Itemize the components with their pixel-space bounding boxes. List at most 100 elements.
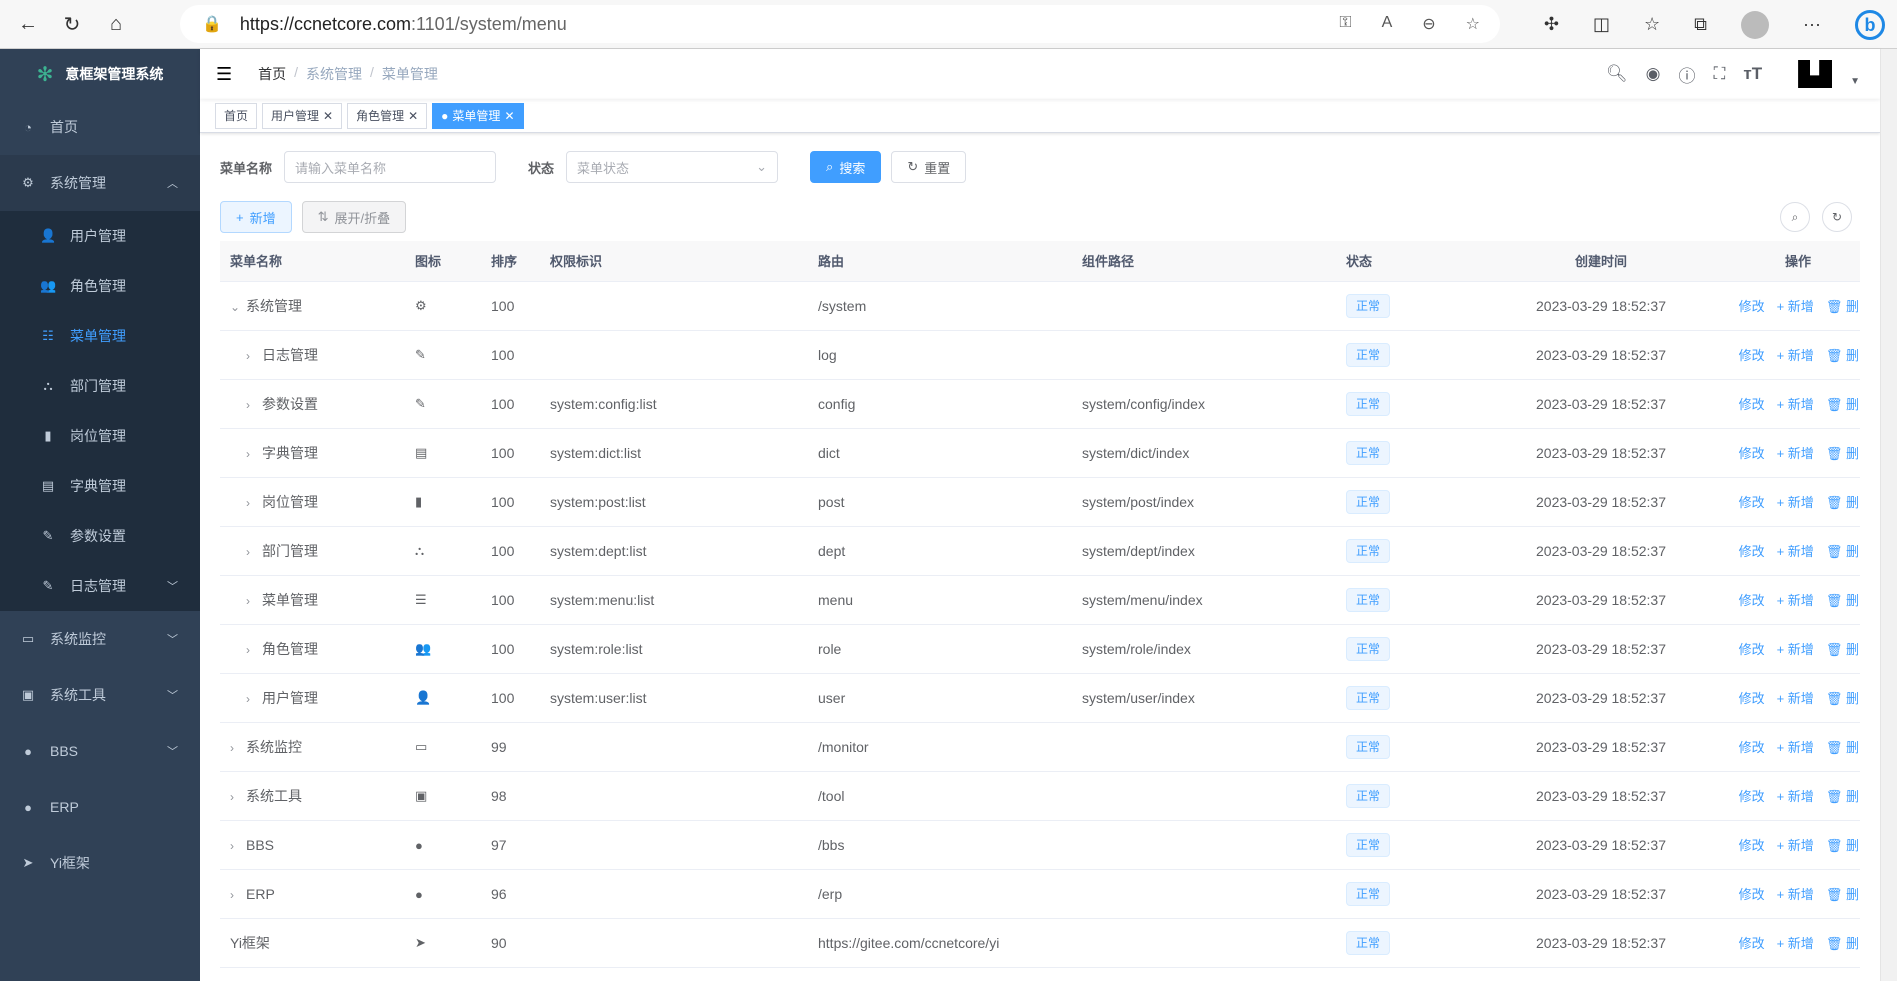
edit-button[interactable]: ✎ 修改 <box>1736 394 1765 413</box>
delete-button[interactable]: 🗑︎ 删除 <box>1826 394 1860 413</box>
tag-item[interactable]: 角色管理 ✕ <box>347 102 428 129</box>
add-button[interactable]: + 新增 <box>220 201 292 233</box>
fullscreen-icon[interactable]: ⛶ <box>1713 64 1726 83</box>
sidebar-subitem[interactable]: ✎ 日志管理 ﹀ <box>0 561 200 611</box>
edit-button[interactable]: ✎ 修改 <box>1736 492 1765 511</box>
delete-button[interactable]: 🗑︎ 删除 <box>1826 786 1860 805</box>
favorite-add-icon[interactable]: ☆ <box>1465 16 1480 33</box>
edit-button[interactable]: ✎ 修改 <box>1736 737 1765 756</box>
delete-button[interactable]: 🗑︎ 删除 <box>1826 492 1860 511</box>
collections-icon[interactable]: ⧉ <box>1694 14 1708 34</box>
close-icon[interactable]: ✕ <box>408 108 419 123</box>
add-child-button[interactable]: + 新增 <box>1776 348 1814 363</box>
sidebar-subitem[interactable]: ✎ 参数设置 <box>0 511 200 561</box>
edit-button[interactable]: ✎ 修改 <box>1736 933 1765 952</box>
sidebar-item[interactable]: ⚙ 系统管理 ︿ <box>0 155 200 211</box>
page-scrollbar[interactable] <box>1880 49 1897 981</box>
add-child-button[interactable]: + 新增 <box>1776 691 1814 706</box>
add-child-button[interactable]: + 新增 <box>1776 446 1814 461</box>
github-icon[interactable]: ◉ <box>1645 64 1661 83</box>
sidebar-subitem[interactable]: 👤 用户管理 <box>0 211 200 261</box>
reset-button[interactable]: ↻ 重置 <box>891 151 967 183</box>
add-child-button[interactable]: + 新增 <box>1776 299 1814 314</box>
menu-name-input[interactable]: 请输入菜单名称 <box>284 151 497 183</box>
edit-button[interactable]: ✎ 修改 <box>1736 688 1765 707</box>
profile-avatar[interactable] <box>1741 10 1770 39</box>
refresh-table-button[interactable]: ↻ <box>1822 202 1852 232</box>
key-icon[interactable]: ⚿ <box>1339 14 1352 31</box>
chevron-right-icon[interactable]: › <box>246 495 250 510</box>
chevron-right-icon[interactable]: › <box>230 887 234 902</box>
user-avatar[interactable] <box>1798 60 1833 88</box>
delete-button[interactable]: 🗑︎ 删除 <box>1826 443 1860 462</box>
add-child-button[interactable]: + 新增 <box>1776 789 1814 804</box>
more-icon[interactable]: ··· <box>1803 14 1821 34</box>
tag-item[interactable]: 首页 <box>215 102 258 129</box>
edit-button[interactable]: ✎ 修改 <box>1736 541 1765 560</box>
sidebar-subitem[interactable]: ▮ 岗位管理 <box>0 411 200 461</box>
sidebar-item[interactable]: ● ERP <box>0 779 200 835</box>
breadcrumb-home[interactable]: 首页 <box>258 66 287 82</box>
delete-button[interactable]: 🗑︎ 删除 <box>1826 688 1860 707</box>
close-icon[interactable]: ✕ <box>504 108 515 123</box>
sidebar-item[interactable]: ➤ Yi框架 <box>0 835 200 891</box>
refresh-icon[interactable]: ↻ <box>63 13 81 36</box>
add-child-button[interactable]: + 新增 <box>1776 642 1814 657</box>
chevron-down-icon[interactable]: ⌄ <box>230 299 241 314</box>
toggle-search-button[interactable]: ⌕ <box>1780 202 1810 232</box>
read-aloud-icon[interactable]: A <box>1381 14 1393 31</box>
chevron-right-icon[interactable]: › <box>230 838 234 853</box>
extensions-icon[interactable]: ✣ <box>1543 14 1559 34</box>
add-child-button[interactable]: + 新增 <box>1776 936 1814 951</box>
delete-button[interactable]: 🗑︎ 删除 <box>1826 541 1860 560</box>
sidebar-item[interactable]: ● BBS ﹀ <box>0 723 200 779</box>
sidebar-item[interactable]: ◔ 首页 <box>0 99 200 155</box>
sidebar-subitem[interactable]: ☷ 菜单管理 <box>0 311 200 361</box>
edit-button[interactable]: ✎ 修改 <box>1736 296 1765 315</box>
split-screen-icon[interactable]: ◫ <box>1593 14 1611 34</box>
status-select[interactable]: 菜单状态 ⌄ <box>566 151 779 183</box>
delete-button[interactable]: 🗑︎ 删除 <box>1826 933 1860 952</box>
bing-icon[interactable]: b <box>1855 9 1885 40</box>
delete-button[interactable]: 🗑︎ 删除 <box>1826 639 1860 658</box>
edit-button[interactable]: ✎ 修改 <box>1736 884 1765 903</box>
chevron-right-icon[interactable]: › <box>246 642 250 657</box>
sidebar-subitem[interactable]: 👥 角色管理 <box>0 261 200 311</box>
chevron-right-icon[interactable]: › <box>246 446 250 461</box>
add-child-button[interactable]: + 新增 <box>1776 740 1814 755</box>
add-child-button[interactable]: + 新增 <box>1776 838 1814 853</box>
add-child-button[interactable]: + 新增 <box>1776 397 1814 412</box>
delete-button[interactable]: 🗑︎ 删除 <box>1826 737 1860 756</box>
edit-button[interactable]: ✎ 修改 <box>1736 443 1765 462</box>
chevron-right-icon[interactable]: › <box>246 691 250 706</box>
edit-button[interactable]: ✎ 修改 <box>1736 639 1765 658</box>
search-icon[interactable]: 🔍︎ <box>1606 64 1628 83</box>
add-child-button[interactable]: + 新增 <box>1776 593 1814 608</box>
chevron-right-icon[interactable]: › <box>246 544 250 559</box>
edit-button[interactable]: ✎ 修改 <box>1736 590 1765 609</box>
chevron-right-icon[interactable]: › <box>230 789 234 804</box>
add-child-button[interactable]: + 新增 <box>1776 495 1814 510</box>
edit-button[interactable]: ✎ 修改 <box>1736 786 1765 805</box>
delete-button[interactable]: 🗑︎ 删除 <box>1826 296 1860 315</box>
search-button[interactable]: ⌕ 搜索 <box>810 151 882 183</box>
delete-button[interactable]: 🗑︎ 删除 <box>1826 835 1860 854</box>
delete-button[interactable]: 🗑︎ 删除 <box>1826 884 1860 903</box>
add-child-button[interactable]: + 新增 <box>1776 887 1814 902</box>
sidebar-subitem[interactable]: ▤ 字典管理 <box>0 461 200 511</box>
tag-item[interactable]: ● 菜单管理 ✕ <box>432 102 524 129</box>
chevron-right-icon[interactable]: › <box>230 740 234 755</box>
chevron-right-icon[interactable]: › <box>246 348 250 363</box>
sidebar-item[interactable]: ▭ 系统监控 ﹀ <box>0 611 200 667</box>
add-child-button[interactable]: + 新增 <box>1776 544 1814 559</box>
chevron-right-icon[interactable]: › <box>246 593 250 608</box>
edit-button[interactable]: ✎ 修改 <box>1736 345 1765 364</box>
favorites-icon[interactable]: ☆ <box>1644 14 1661 34</box>
chevron-right-icon[interactable]: › <box>246 397 250 412</box>
sidebar-subitem[interactable]: ⛬ 部门管理 <box>0 361 200 411</box>
zoom-out-icon[interactable]: ⊖ <box>1422 16 1436 33</box>
caret-down-icon[interactable]: ▼ <box>1850 75 1860 87</box>
close-icon[interactable]: ✕ <box>323 108 334 123</box>
help-icon[interactable]: ⓘ <box>1678 66 1696 86</box>
edit-button[interactable]: ✎ 修改 <box>1736 835 1765 854</box>
